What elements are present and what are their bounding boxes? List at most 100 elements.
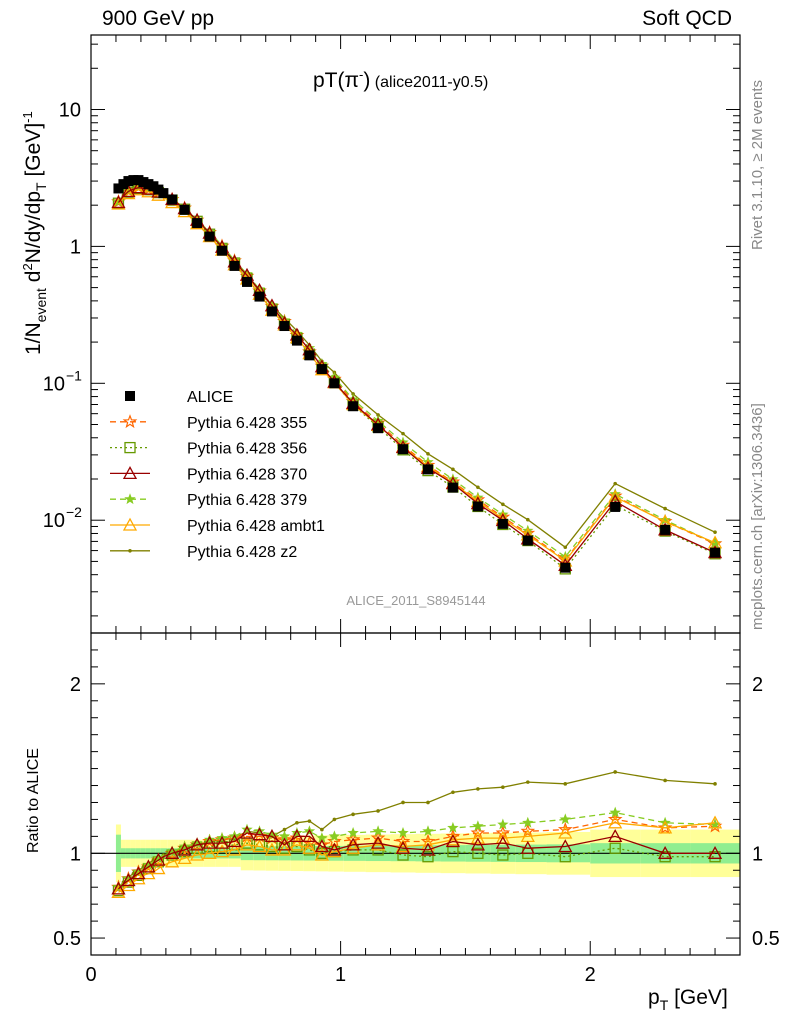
data-point: [320, 827, 324, 832]
data-point: [302, 840, 317, 854]
data-point: [397, 849, 409, 861]
legend-label: ALICE: [187, 389, 233, 406]
data-point: [560, 562, 571, 573]
data-point: [314, 847, 329, 861]
data-point: [447, 482, 458, 493]
data-point: [132, 866, 145, 877]
data-point: [112, 195, 125, 207]
legend: ALICE Pythia 6.428 355 Pythia 6.428 356 Pyt…: [110, 389, 325, 561]
data-point: [141, 866, 156, 880]
data-point: [152, 852, 165, 864]
data-point: [472, 847, 484, 859]
data-point: [470, 825, 486, 840]
data-point: [346, 840, 361, 854]
data-point: [451, 790, 455, 795]
data-point: [707, 815, 723, 829]
data-point: [476, 787, 480, 791]
data-point: [327, 844, 342, 858]
data-point: [177, 851, 192, 865]
ratio-series-379: [112, 806, 721, 893]
y-tick-label: 10: [59, 99, 81, 121]
data-point: [376, 413, 380, 417]
data-point: [397, 827, 409, 838]
data-point: [227, 842, 242, 856]
y-axis-label: 1/Nevent d2N/dy/dpT [GeV]-1: [20, 111, 49, 355]
data-point: [558, 825, 573, 839]
data-point: [142, 859, 155, 870]
data-point: [165, 854, 180, 868]
data-point: [295, 821, 299, 825]
data-point: [713, 530, 717, 534]
data-point: [166, 845, 178, 857]
data-point: [302, 829, 317, 843]
data-point: [395, 840, 411, 854]
data-point: [131, 182, 146, 196]
series-ALICE: [113, 175, 721, 573]
data-point: [124, 441, 136, 454]
ratio-line: [118, 832, 715, 890]
data-point: [239, 837, 255, 851]
data-point: [398, 444, 409, 455]
y-tick-exponent: −1: [66, 367, 82, 383]
data-point: [610, 501, 621, 512]
data-point: [613, 481, 617, 486]
ratio-y-tick-label-right: 2: [752, 674, 763, 696]
data-point: [191, 837, 203, 848]
data-point: [128, 549, 132, 553]
data-point: [370, 830, 386, 845]
data-point: [609, 806, 621, 818]
y-tick-exponent: −2: [66, 504, 82, 520]
data-point: [658, 845, 673, 859]
data-point: [609, 488, 621, 499]
data-point: [307, 819, 312, 823]
data-point: [445, 832, 461, 846]
data-point: [141, 859, 156, 873]
x-axis-ticks: 0 1 2: [85, 35, 741, 986]
data-point: [520, 840, 535, 854]
x-axis-label: pT [GeV]: [648, 986, 728, 1013]
data-point: [329, 378, 340, 389]
data-point: [203, 833, 216, 845]
data-point: [192, 218, 203, 229]
data-point: [264, 829, 280, 843]
data-point: [563, 782, 568, 786]
data-point: [347, 827, 359, 838]
data-point: [241, 823, 253, 835]
data-point: [291, 335, 302, 346]
data-point: [189, 847, 205, 861]
y-tick-label: 10: [43, 373, 65, 395]
data-point: [426, 452, 430, 456]
data-point: [314, 839, 329, 853]
data-point: [252, 839, 267, 853]
data-point: [252, 827, 267, 841]
data-point: [563, 545, 568, 550]
data-point: [370, 835, 386, 849]
data-point: [111, 196, 126, 210]
data-point: [204, 231, 215, 242]
data-point: [559, 813, 571, 825]
x-tick-label: 2: [585, 964, 596, 986]
data-point: [472, 820, 484, 832]
data-point: [111, 195, 126, 209]
data-point: [401, 800, 405, 805]
data-point: [217, 245, 228, 256]
data-point: [253, 825, 266, 837]
data-point: [426, 800, 430, 805]
data-point: [558, 839, 573, 853]
data-point: [373, 423, 384, 434]
header-left: 900 GeV pp: [102, 7, 215, 30]
data-point: [277, 837, 292, 851]
data-point: [214, 844, 230, 858]
data-point: [495, 825, 511, 840]
y-tick-label: 1: [70, 236, 81, 258]
ratio-y-tick-label-right: 1: [752, 843, 763, 865]
header-right: Soft QCD: [642, 7, 732, 30]
data-point: [122, 872, 135, 884]
x-tick-label: 0: [85, 964, 96, 986]
data-point: [289, 829, 305, 843]
data-point: [401, 431, 405, 436]
data-point: [122, 517, 138, 531]
data-point: [122, 466, 138, 480]
data-point: [125, 391, 135, 401]
